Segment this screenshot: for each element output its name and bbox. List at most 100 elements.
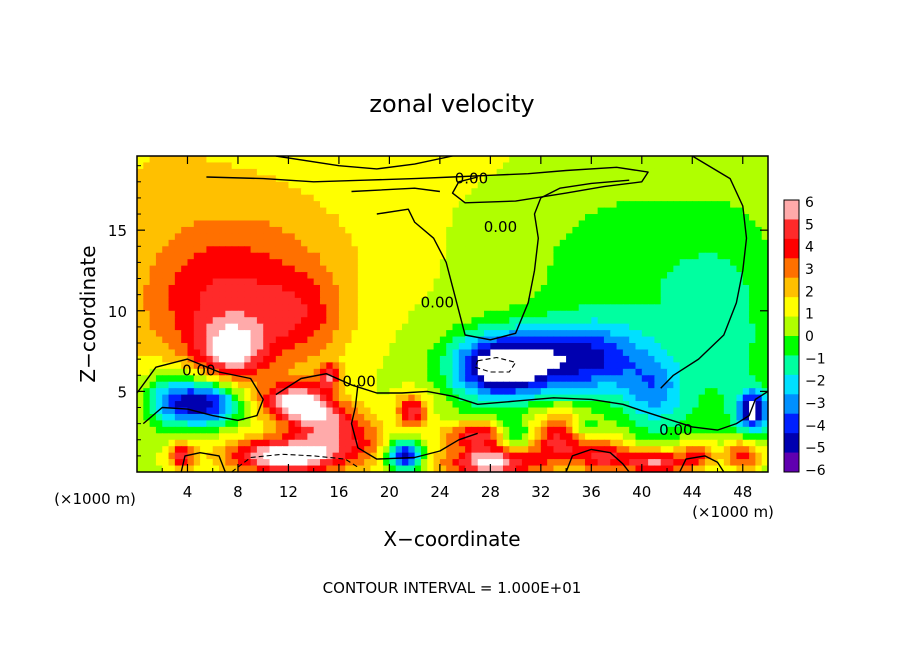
field-cell xyxy=(225,304,233,312)
field-cell xyxy=(149,272,157,280)
field-cell xyxy=(622,233,630,241)
field-cell xyxy=(471,452,479,460)
field-cell xyxy=(496,272,504,280)
field-cell xyxy=(225,278,233,286)
field-cell xyxy=(761,201,768,209)
field-cell xyxy=(484,343,491,351)
field-cell xyxy=(263,291,271,299)
field-cell xyxy=(591,381,599,389)
field-cell xyxy=(540,413,548,422)
field-cell xyxy=(395,394,403,402)
field-cell xyxy=(597,343,605,351)
field-cell xyxy=(389,162,397,170)
field-cell xyxy=(326,375,334,383)
field-cell xyxy=(414,291,422,299)
field-cell xyxy=(351,246,359,254)
field-cell xyxy=(231,330,239,338)
field-cell xyxy=(427,201,435,209)
field-cell xyxy=(402,188,409,196)
field-cell xyxy=(332,272,340,280)
field-cell xyxy=(502,272,510,280)
field-cell xyxy=(761,188,768,196)
field-cell xyxy=(225,168,233,176)
field-cell xyxy=(212,188,220,196)
field-cell xyxy=(288,426,296,434)
field-cell xyxy=(458,375,466,383)
field-cell xyxy=(288,439,296,447)
field-cell xyxy=(244,317,252,325)
field-cell xyxy=(168,284,176,293)
field-cell xyxy=(667,368,674,376)
field-cell xyxy=(452,188,460,196)
field-cell xyxy=(326,278,334,286)
field-cell xyxy=(137,401,144,409)
field-cell xyxy=(521,433,529,441)
field-cell xyxy=(219,323,226,331)
x-tick-label: 28 xyxy=(481,483,500,501)
field-cell xyxy=(742,246,750,254)
field-cell xyxy=(534,214,542,222)
field-cell xyxy=(446,278,454,286)
field-cell xyxy=(313,368,321,376)
field-cell xyxy=(660,317,668,325)
field-cell xyxy=(212,239,220,247)
field-cell xyxy=(597,426,605,434)
field-cell xyxy=(282,452,290,460)
field-cell xyxy=(502,330,510,338)
field-cell xyxy=(490,459,498,467)
field-cell xyxy=(730,168,738,176)
field-cell xyxy=(193,381,201,389)
field-cell xyxy=(174,349,182,357)
field-cell xyxy=(244,188,252,196)
field-cell xyxy=(547,233,555,241)
field-cell xyxy=(395,194,403,202)
field-cell xyxy=(389,214,397,222)
field-cell xyxy=(231,375,239,383)
field-cell xyxy=(193,252,201,260)
field-cell xyxy=(351,330,359,338)
field-cell xyxy=(635,420,643,428)
field-cell xyxy=(591,465,599,472)
field-cell xyxy=(288,330,296,338)
field-cell xyxy=(723,459,731,467)
field-cell xyxy=(332,330,340,338)
field-cell xyxy=(616,355,624,363)
field-cell xyxy=(187,291,195,299)
field-cell xyxy=(629,284,637,293)
field-cell xyxy=(225,433,233,441)
field-cell xyxy=(193,194,201,202)
field-cell xyxy=(282,355,290,363)
field-cell xyxy=(319,310,327,318)
field-cell xyxy=(200,188,208,196)
field-cell xyxy=(559,336,567,344)
field-cell xyxy=(465,162,473,170)
field-cell xyxy=(219,452,226,460)
field-cell xyxy=(345,278,353,286)
field-cell xyxy=(301,181,308,189)
field-cell xyxy=(673,214,681,222)
field-cell xyxy=(597,465,605,472)
field-cell xyxy=(345,317,353,325)
field-cell xyxy=(143,310,151,318)
field-cell xyxy=(219,162,226,170)
field-cell xyxy=(458,220,466,228)
x-tick-label: 40 xyxy=(632,483,651,501)
field-cell xyxy=(704,459,712,467)
field-cell xyxy=(622,188,630,196)
field-cell xyxy=(761,239,768,247)
field-cell xyxy=(256,252,264,260)
field-cell xyxy=(515,426,523,434)
field-cell xyxy=(648,407,656,415)
field-cell xyxy=(402,297,409,305)
field-cell xyxy=(673,330,681,338)
field-cell xyxy=(193,394,201,402)
field-cell xyxy=(490,375,498,383)
field-cell xyxy=(717,156,725,164)
field-cell xyxy=(698,317,706,325)
field-cell xyxy=(155,439,163,447)
field-cell xyxy=(155,452,163,460)
field-cell xyxy=(723,401,731,409)
field-cell xyxy=(370,194,378,202)
field-cell xyxy=(692,336,700,344)
field-cell xyxy=(427,413,435,422)
